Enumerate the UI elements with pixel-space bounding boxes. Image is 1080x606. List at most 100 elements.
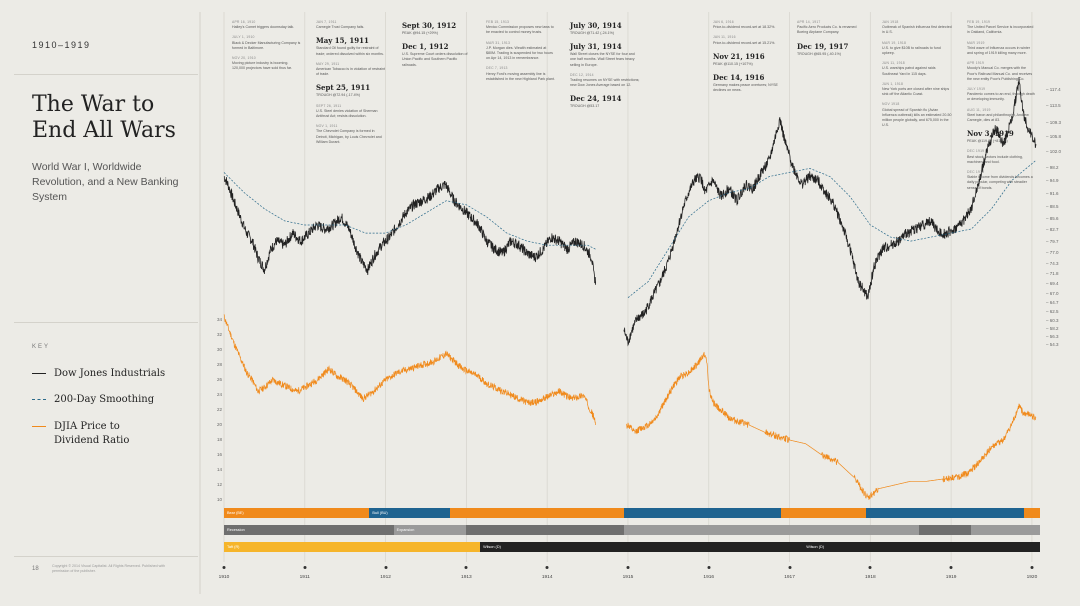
annotation-block: FEB 19, 1919 The United Parcel Service is… xyxy=(967,20,1037,36)
annotation-block: Sept 25, 1911 TROUGH @72.94 (-17.4%) xyxy=(316,82,386,98)
copyright-text: Copyright © 2014 Visual Capitalist. All … xyxy=(52,564,166,573)
annotation-block: May 15, 1911 Standard Oil found guilty fo… xyxy=(316,35,386,56)
annotation-headline: Sept 30, 1912 xyxy=(402,21,457,30)
annotation-date: JAN 7, 1911 xyxy=(316,20,337,24)
annotation-block: Dec 19, 1917 TROUGH @65.95 (-40.1%) xyxy=(797,41,867,57)
series-line-dow-jones-industrials xyxy=(623,76,1037,347)
x-axis-dot xyxy=(788,566,792,569)
right-axis-tick: – 62.5 xyxy=(1046,308,1059,314)
annotation-text: TROUGH @72.94 (-17.4%) xyxy=(316,93,360,98)
left-axis-tick: 32 xyxy=(216,332,222,337)
annotation-block: JUN 11, 1918 U.S. warships patrol against… xyxy=(882,61,952,77)
annotation-date: FEB 15, 1913 xyxy=(486,20,510,24)
key-heading: KEY xyxy=(32,344,51,350)
annotation-block: July 31, 1914 Wall Street closes the NYSE… xyxy=(570,41,640,68)
annotation-block: JULY 1, 1910 Black & Decker Manufacturing… xyxy=(232,35,302,51)
x-axis-tick: 1911 xyxy=(299,575,310,580)
annotation-text: The United Parcel Service is incorporate… xyxy=(967,25,1034,35)
right-axis-tick: – 79.7 xyxy=(1046,239,1059,245)
annotation-date: JAN 11, 1916 xyxy=(713,35,736,40)
right-axis-tick: – 102.0 xyxy=(1046,149,1062,155)
annotation-text: Steel baron and philanthropist, Andrew C… xyxy=(967,112,1029,123)
annotation-date: DEC 1919 xyxy=(967,149,985,154)
annotation-block: APR 1919 Moody's Manual Co. merges with t… xyxy=(967,61,1037,82)
annotation-date: APR 1919 xyxy=(967,61,985,66)
annotation-block: AUG 11, 1919 Steel baron and philanthropi… xyxy=(967,108,1037,124)
key-swatch-dashed xyxy=(32,399,46,400)
annotation-text: Third wave of Influenza occurs in winter… xyxy=(967,45,1031,56)
annotation-headline: Nov 3, 1919 xyxy=(967,129,1014,139)
annotation-column: APR 16, 1910 Halley's Comet triggers doom… xyxy=(232,20,302,77)
annotation-headline: Dec 1, 1912 xyxy=(402,42,449,52)
x-axis-dot xyxy=(222,566,226,569)
timeline-segment xyxy=(1023,508,1040,518)
x-axis-dot xyxy=(1030,566,1034,569)
annotation-block: JAN 6, 1916 Price-to-dividend record-set … xyxy=(713,20,783,30)
annotation-text: Halley's Comet triggers doomsday talk. xyxy=(232,25,295,30)
key-label: DJIA Price to Dividend Ratio xyxy=(54,421,130,446)
timeline-segment: Bull (BU) xyxy=(369,508,451,518)
annotation-block: NOV 1918 Global spread of Spanish flu (Av… xyxy=(882,102,952,128)
timeline-segment xyxy=(466,525,624,535)
annotation-block: JULY 1919 Pandemic comes to an end, throu… xyxy=(967,87,1037,103)
x-axis-dot xyxy=(949,566,953,569)
timeline-segment: Recession xyxy=(224,525,394,535)
right-axis-tick: – 85.6 xyxy=(1046,215,1059,221)
right-axis-tick: – 56.3 xyxy=(1046,333,1059,339)
x-axis-tick: 1920 xyxy=(1026,575,1038,580)
key-swatch-solid xyxy=(32,373,46,374)
annotation-date: AUG 11, 1919 xyxy=(967,107,991,112)
annotation-date: APR 16, 1910 xyxy=(232,20,256,24)
timeline-segment xyxy=(623,525,919,535)
right-axis-tick: – 77.0 xyxy=(1046,250,1059,256)
annotation-date: JAN 1918 xyxy=(882,20,899,24)
annotation-date: APR 14, 1917 xyxy=(797,20,821,24)
annotation-block: APR 16, 1910 Halley's Comet triggers doom… xyxy=(232,20,302,30)
x-axis-dot xyxy=(545,566,549,569)
annotation-text: Best stock sectors include clothing, mac… xyxy=(967,154,1023,164)
x-axis-dot xyxy=(384,566,388,569)
series-group xyxy=(223,76,1037,500)
x-axis-dot xyxy=(626,566,630,569)
right-axis-tick: – 91.6 xyxy=(1046,191,1059,197)
key-label: 200-Day Smoothing xyxy=(54,394,155,405)
annotation-text: PEAK @119.62 (+81.4%) xyxy=(967,139,1008,144)
annotation-block: Dec 1, 1912 U.S. Supreme Court orders dis… xyxy=(402,41,472,68)
x-axis-dot xyxy=(868,566,872,569)
annotation-text: Germany makes peace overtures; NYSE decl… xyxy=(713,83,778,93)
key-swatch-orange xyxy=(32,426,46,427)
timeline-segment xyxy=(450,508,624,518)
annotation-block: SEPT 26, 1911 U.S. Steel denies violation… xyxy=(316,104,386,120)
annotation-text: Standard Oil found guilty for restraint … xyxy=(316,46,384,56)
annotation-date: JULY 1, 1910 xyxy=(232,35,255,40)
annotation-text: J.P. Morgan dies. Wealth estimated at $8… xyxy=(486,45,553,61)
page-number: 18 xyxy=(32,566,39,572)
period-label: 1910–1919 xyxy=(32,40,91,50)
annotation-text: Price-to-dividend record-set at 18.32%. xyxy=(713,25,776,30)
left-axis-tick: 34 xyxy=(216,317,222,322)
annotation-text: TROUGH @65.95 (-40.1%) xyxy=(797,51,841,56)
annotation-column: Sept 30, 1912 PEAK @94.15 (+29%) Dec 1, 19… xyxy=(402,20,472,73)
annotation-text: New York ports are closed after nine shi… xyxy=(882,87,950,97)
series-line-dow-jones-industrials xyxy=(223,175,596,285)
left-axis-tick: 12 xyxy=(216,482,222,487)
annotation-block: DEC 1919 Stable income from dividends bec… xyxy=(967,170,1037,191)
series-line-200-day-smoothing xyxy=(223,172,596,250)
annotation-block: NOV 1, 1911 The Chevrolet Company is form… xyxy=(316,124,386,145)
x-axis-tick: 1910 xyxy=(218,575,230,580)
annotation-block: MAR 1919 Third wave of Influenza occurs i… xyxy=(967,41,1037,57)
left-axis-tick: 24 xyxy=(216,392,222,397)
annotation-block: NOV 20, 1910 Moving picture industry is b… xyxy=(232,56,302,72)
annotation-text: Global spread of Spanish flu (Avian Infl… xyxy=(882,107,952,128)
left-axis-tick: 22 xyxy=(216,407,222,412)
left-axis-tick: 20 xyxy=(216,422,222,427)
x-axis-tick: 1919 xyxy=(945,575,957,580)
annotation-headline: July 31, 1914 xyxy=(570,42,622,52)
series-line-djia-price-to-dividend-ratio xyxy=(223,314,596,426)
annotation-date: JULY 1919 xyxy=(967,87,986,92)
annotation-date: DEC 12, 1914 xyxy=(570,72,594,77)
annotation-date: MAY 29, 1911 xyxy=(316,61,340,66)
right-axis-tick: – 64.7 xyxy=(1046,299,1059,305)
timeline-segment xyxy=(866,508,1024,518)
